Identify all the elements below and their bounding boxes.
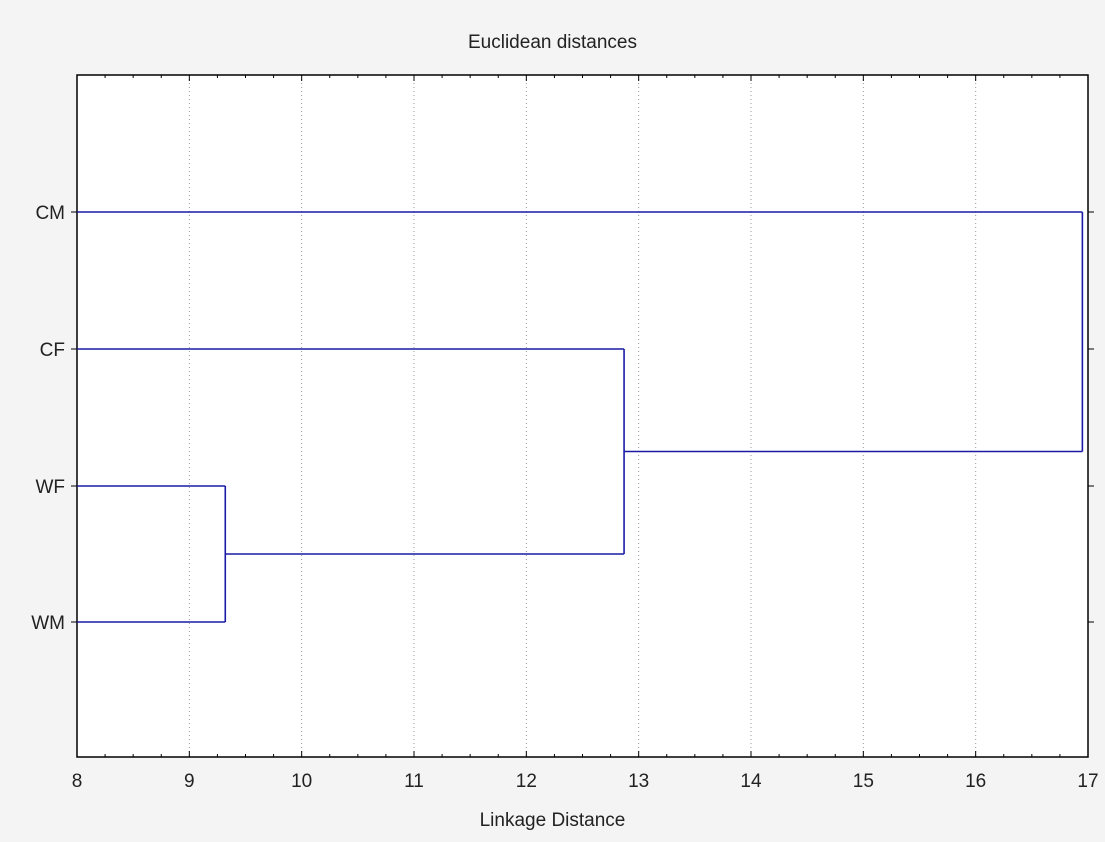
x-tick-label-9: 9 xyxy=(184,771,195,792)
x-tick-label-10: 10 xyxy=(291,771,312,792)
plot-area xyxy=(77,75,1088,757)
leaf-label-cm: CM xyxy=(35,203,65,224)
x-axis-label: Linkage Distance xyxy=(479,810,626,831)
x-tick-label-14: 14 xyxy=(740,771,762,792)
x-tick-label-8: 8 xyxy=(72,771,83,792)
leaf-label-wm: WM xyxy=(31,613,65,634)
x-tick-label-12: 12 xyxy=(516,771,537,792)
leaf-label-cf: CF xyxy=(40,340,65,361)
x-tick-label-11: 11 xyxy=(404,771,424,792)
x-tick-label-17: 17 xyxy=(1077,771,1098,792)
x-tick-label-15: 15 xyxy=(853,771,874,792)
leaf-label-wf: WF xyxy=(35,477,65,498)
x-tick-label-16: 16 xyxy=(965,771,986,792)
x-tick-label-13: 13 xyxy=(628,771,649,792)
chart-title: Euclidean distances xyxy=(468,32,637,53)
